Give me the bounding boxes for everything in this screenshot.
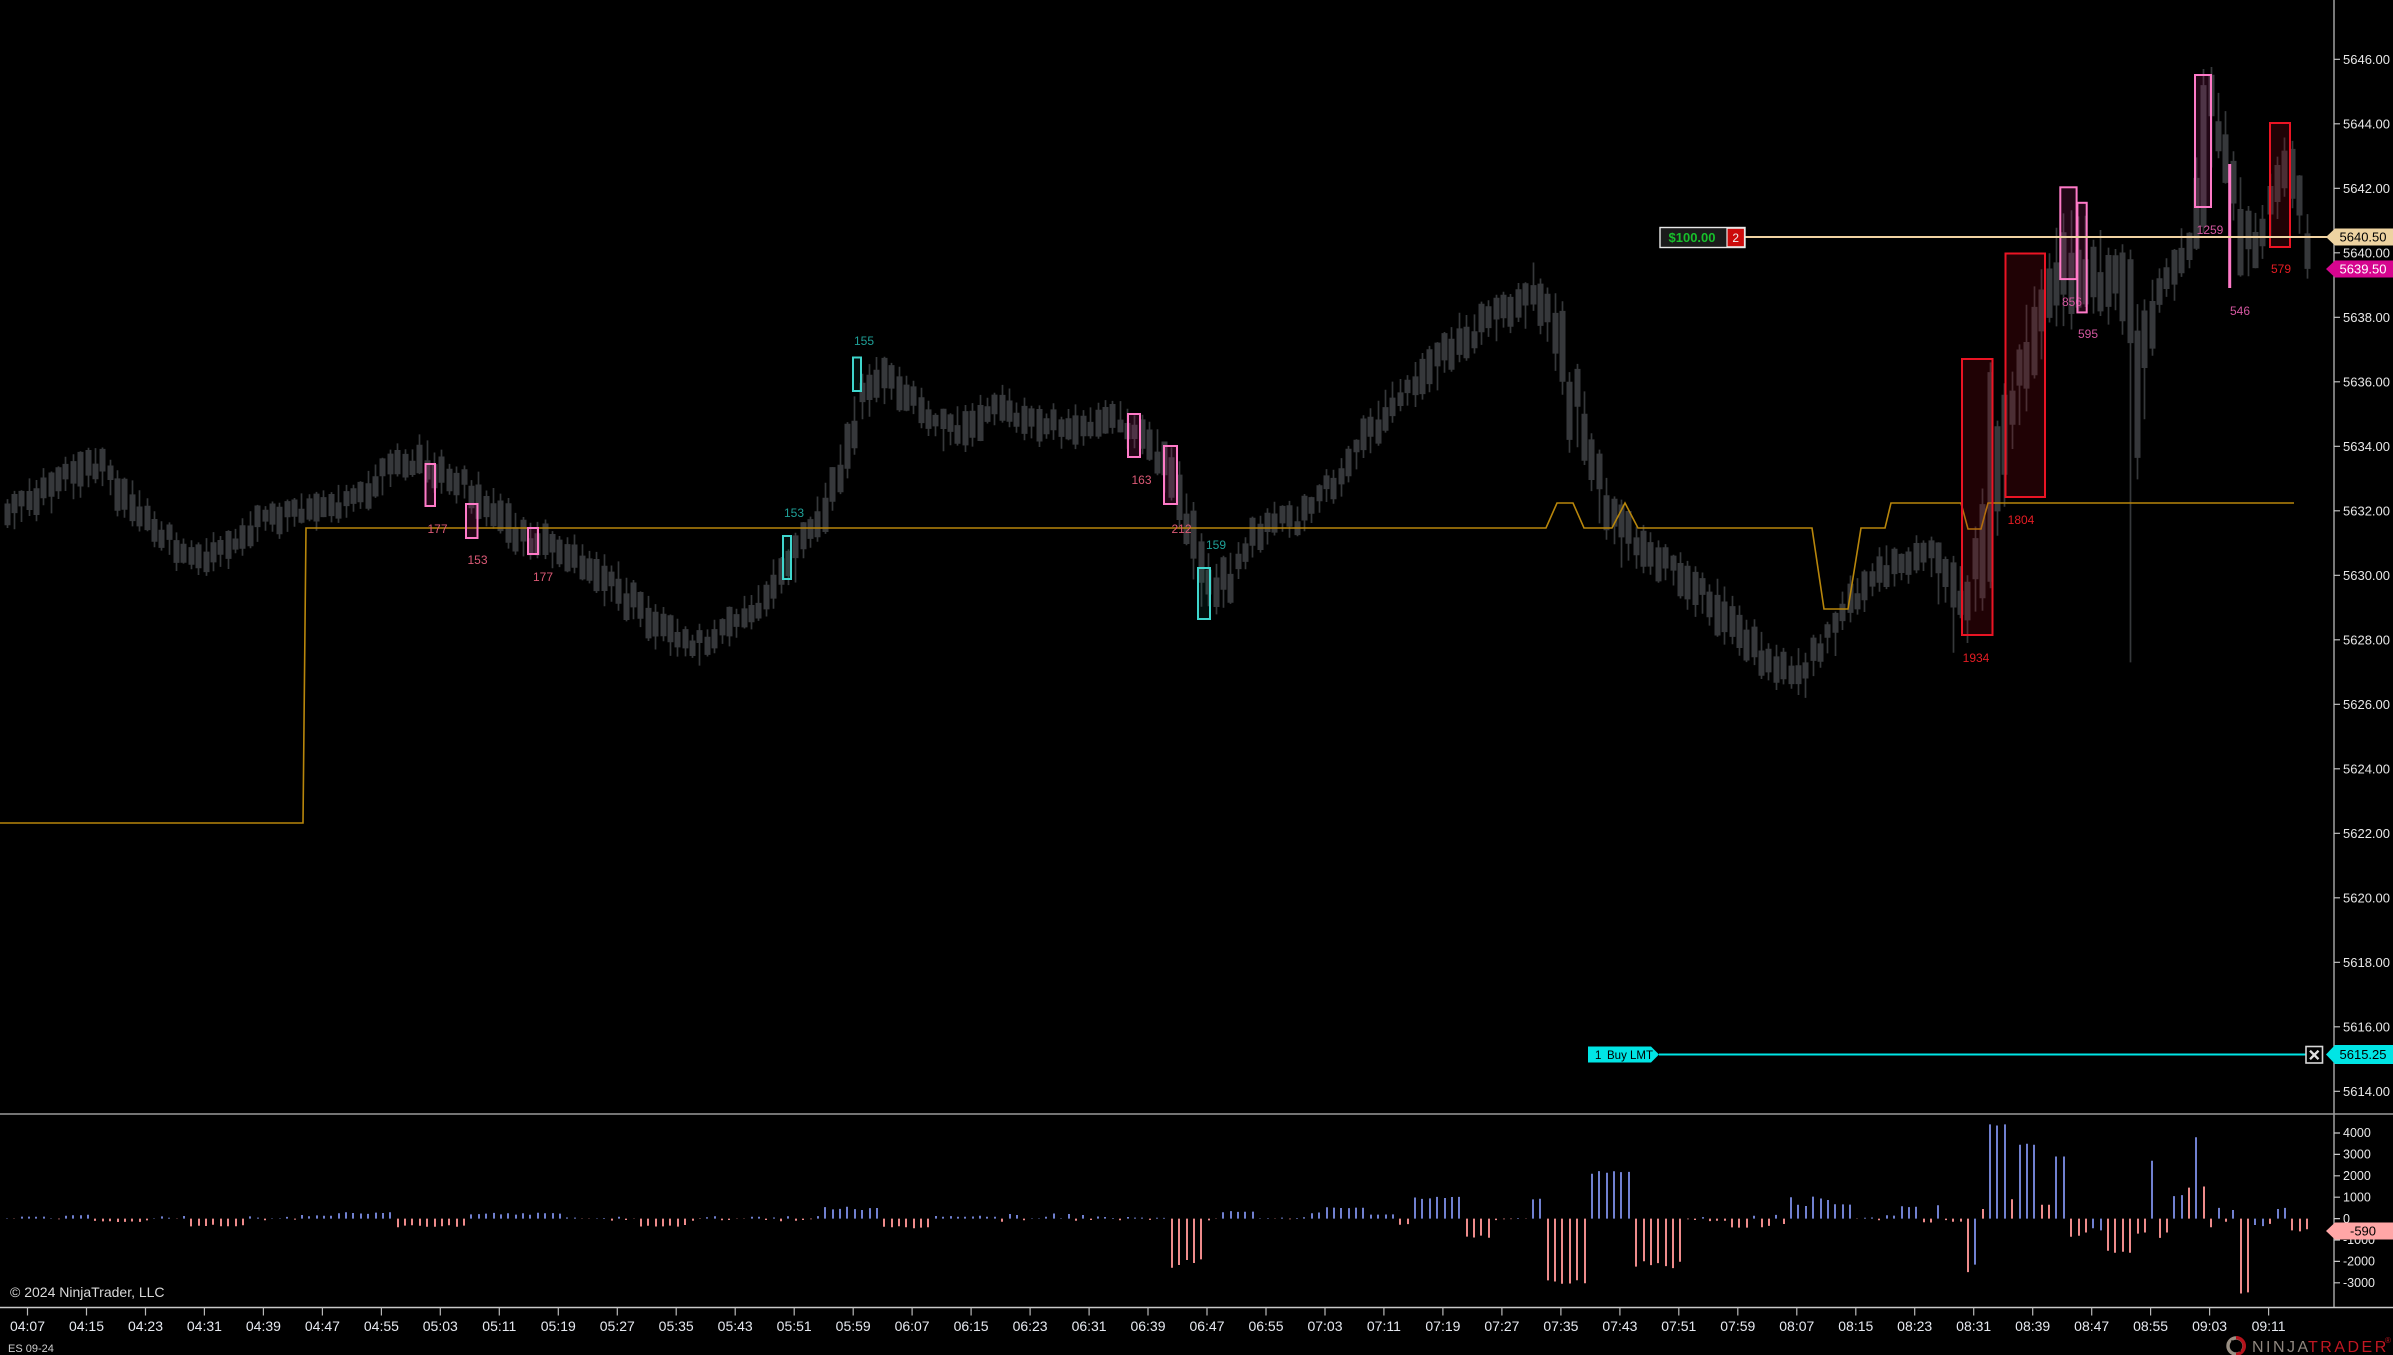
svg-text:546: 546 bbox=[2230, 304, 2250, 318]
svg-text:5630.00: 5630.00 bbox=[2343, 568, 2390, 583]
svg-text:04:07: 04:07 bbox=[10, 1318, 45, 1334]
svg-text:5644.00: 5644.00 bbox=[2343, 116, 2390, 131]
svg-text:08:47: 08:47 bbox=[2074, 1318, 2109, 1334]
svg-text:5622.00: 5622.00 bbox=[2343, 826, 2390, 841]
svg-text:5638.00: 5638.00 bbox=[2343, 310, 2390, 325]
svg-text:5640.50: 5640.50 bbox=[2340, 230, 2387, 245]
svg-text:5616.00: 5616.00 bbox=[2343, 1019, 2390, 1034]
svg-text:04:47: 04:47 bbox=[305, 1318, 340, 1334]
svg-text:08:39: 08:39 bbox=[2015, 1318, 2050, 1334]
svg-text:07:19: 07:19 bbox=[1425, 1318, 1460, 1334]
svg-text:177: 177 bbox=[427, 522, 447, 536]
svg-text:5634.00: 5634.00 bbox=[2343, 439, 2390, 454]
svg-text:5615.25: 5615.25 bbox=[2340, 1047, 2387, 1062]
svg-text:153: 153 bbox=[467, 553, 487, 567]
svg-text:09:03: 09:03 bbox=[2192, 1318, 2227, 1334]
svg-text:07:35: 07:35 bbox=[1543, 1318, 1578, 1334]
svg-text:155: 155 bbox=[854, 334, 874, 348]
svg-text:159: 159 bbox=[1206, 538, 1226, 552]
svg-text:4000: 4000 bbox=[2343, 1126, 2371, 1140]
svg-text:08:15: 08:15 bbox=[1838, 1318, 1873, 1334]
svg-text:177: 177 bbox=[533, 570, 553, 584]
svg-text:212: 212 bbox=[1171, 522, 1191, 536]
svg-text:07:51: 07:51 bbox=[1661, 1318, 1696, 1334]
svg-text:08:55: 08:55 bbox=[2133, 1318, 2168, 1334]
svg-text:06:15: 06:15 bbox=[954, 1318, 989, 1334]
svg-text:5639.50: 5639.50 bbox=[2340, 262, 2387, 277]
svg-text:06:47: 06:47 bbox=[1189, 1318, 1224, 1334]
svg-text:-2000: -2000 bbox=[2343, 1255, 2375, 1269]
svg-text:05:11: 05:11 bbox=[482, 1318, 516, 1334]
svg-text:04:15: 04:15 bbox=[69, 1318, 104, 1334]
svg-text:06:07: 06:07 bbox=[895, 1318, 930, 1334]
svg-text:06:31: 06:31 bbox=[1072, 1318, 1107, 1334]
svg-text:5618.00: 5618.00 bbox=[2343, 955, 2390, 970]
svg-text:05:59: 05:59 bbox=[836, 1318, 871, 1334]
svg-text:05:19: 05:19 bbox=[541, 1318, 576, 1334]
svg-text:05:35: 05:35 bbox=[659, 1318, 694, 1334]
svg-text:08:07: 08:07 bbox=[1779, 1318, 1814, 1334]
svg-text:08:23: 08:23 bbox=[1897, 1318, 1932, 1334]
svg-text:163: 163 bbox=[1131, 473, 1151, 487]
svg-text:-590: -590 bbox=[2350, 1224, 2376, 1239]
svg-text:ES 09-24: ES 09-24 bbox=[8, 1343, 54, 1355]
svg-text:NINJA: NINJA bbox=[2252, 1339, 2311, 1355]
svg-text:07:27: 07:27 bbox=[1484, 1318, 1519, 1334]
svg-text:5620.00: 5620.00 bbox=[2343, 890, 2390, 905]
svg-text:07:59: 07:59 bbox=[1720, 1318, 1755, 1334]
svg-text:-3000: -3000 bbox=[2343, 1276, 2375, 1290]
svg-text:07:11: 07:11 bbox=[1367, 1318, 1401, 1334]
svg-text:06:55: 06:55 bbox=[1248, 1318, 1283, 1334]
svg-text:1: 1 bbox=[1595, 1050, 1601, 1062]
svg-text:5626.00: 5626.00 bbox=[2343, 697, 2390, 712]
svg-text:595: 595 bbox=[2078, 327, 2098, 341]
svg-text:579: 579 bbox=[2271, 262, 2291, 276]
svg-text:TRADER: TRADER bbox=[2308, 1339, 2389, 1355]
svg-text:1804: 1804 bbox=[2008, 513, 2035, 527]
svg-text:Buy LMT: Buy LMT bbox=[1607, 1050, 1653, 1062]
svg-text:09:11: 09:11 bbox=[2252, 1318, 2286, 1334]
svg-text:$100.00: $100.00 bbox=[1669, 230, 1716, 245]
svg-text:05:03: 05:03 bbox=[423, 1318, 458, 1334]
svg-text:04:39: 04:39 bbox=[246, 1318, 281, 1334]
svg-text:153: 153 bbox=[784, 506, 804, 520]
svg-text:5646.00: 5646.00 bbox=[2343, 52, 2390, 67]
svg-text:5636.00: 5636.00 bbox=[2343, 374, 2390, 389]
svg-text:5614.00: 5614.00 bbox=[2343, 1084, 2390, 1099]
svg-text:5624.00: 5624.00 bbox=[2343, 761, 2390, 776]
svg-text:04:55: 04:55 bbox=[364, 1318, 399, 1334]
svg-text:2000: 2000 bbox=[2343, 1169, 2371, 1183]
svg-text:5640.00: 5640.00 bbox=[2343, 245, 2390, 260]
svg-text:06:39: 06:39 bbox=[1130, 1318, 1165, 1334]
svg-text:2: 2 bbox=[1732, 231, 1739, 245]
svg-text:1259: 1259 bbox=[2197, 223, 2224, 237]
svg-text:07:03: 07:03 bbox=[1307, 1318, 1342, 1334]
svg-text:0: 0 bbox=[2343, 1212, 2350, 1226]
svg-text:04:23: 04:23 bbox=[128, 1318, 163, 1334]
svg-text:5632.00: 5632.00 bbox=[2343, 503, 2390, 518]
svg-text:08:31: 08:31 bbox=[1956, 1318, 1991, 1334]
svg-text:04:31: 04:31 bbox=[187, 1318, 222, 1334]
svg-text:1000: 1000 bbox=[2343, 1190, 2371, 1204]
svg-text:05:27: 05:27 bbox=[600, 1318, 635, 1334]
svg-text:05:51: 05:51 bbox=[777, 1318, 812, 1334]
svg-text:5642.00: 5642.00 bbox=[2343, 181, 2390, 196]
svg-text:3000: 3000 bbox=[2343, 1148, 2371, 1162]
svg-text:®: ® bbox=[2385, 1336, 2391, 1345]
svg-text:© 2024 NinjaTrader, LLC: © 2024 NinjaTrader, LLC bbox=[10, 1284, 165, 1300]
svg-text:1934: 1934 bbox=[1963, 651, 1990, 665]
svg-text:07:43: 07:43 bbox=[1602, 1318, 1637, 1334]
svg-text:5628.00: 5628.00 bbox=[2343, 632, 2390, 647]
svg-text:05:43: 05:43 bbox=[718, 1318, 753, 1334]
svg-text:06:23: 06:23 bbox=[1013, 1318, 1048, 1334]
